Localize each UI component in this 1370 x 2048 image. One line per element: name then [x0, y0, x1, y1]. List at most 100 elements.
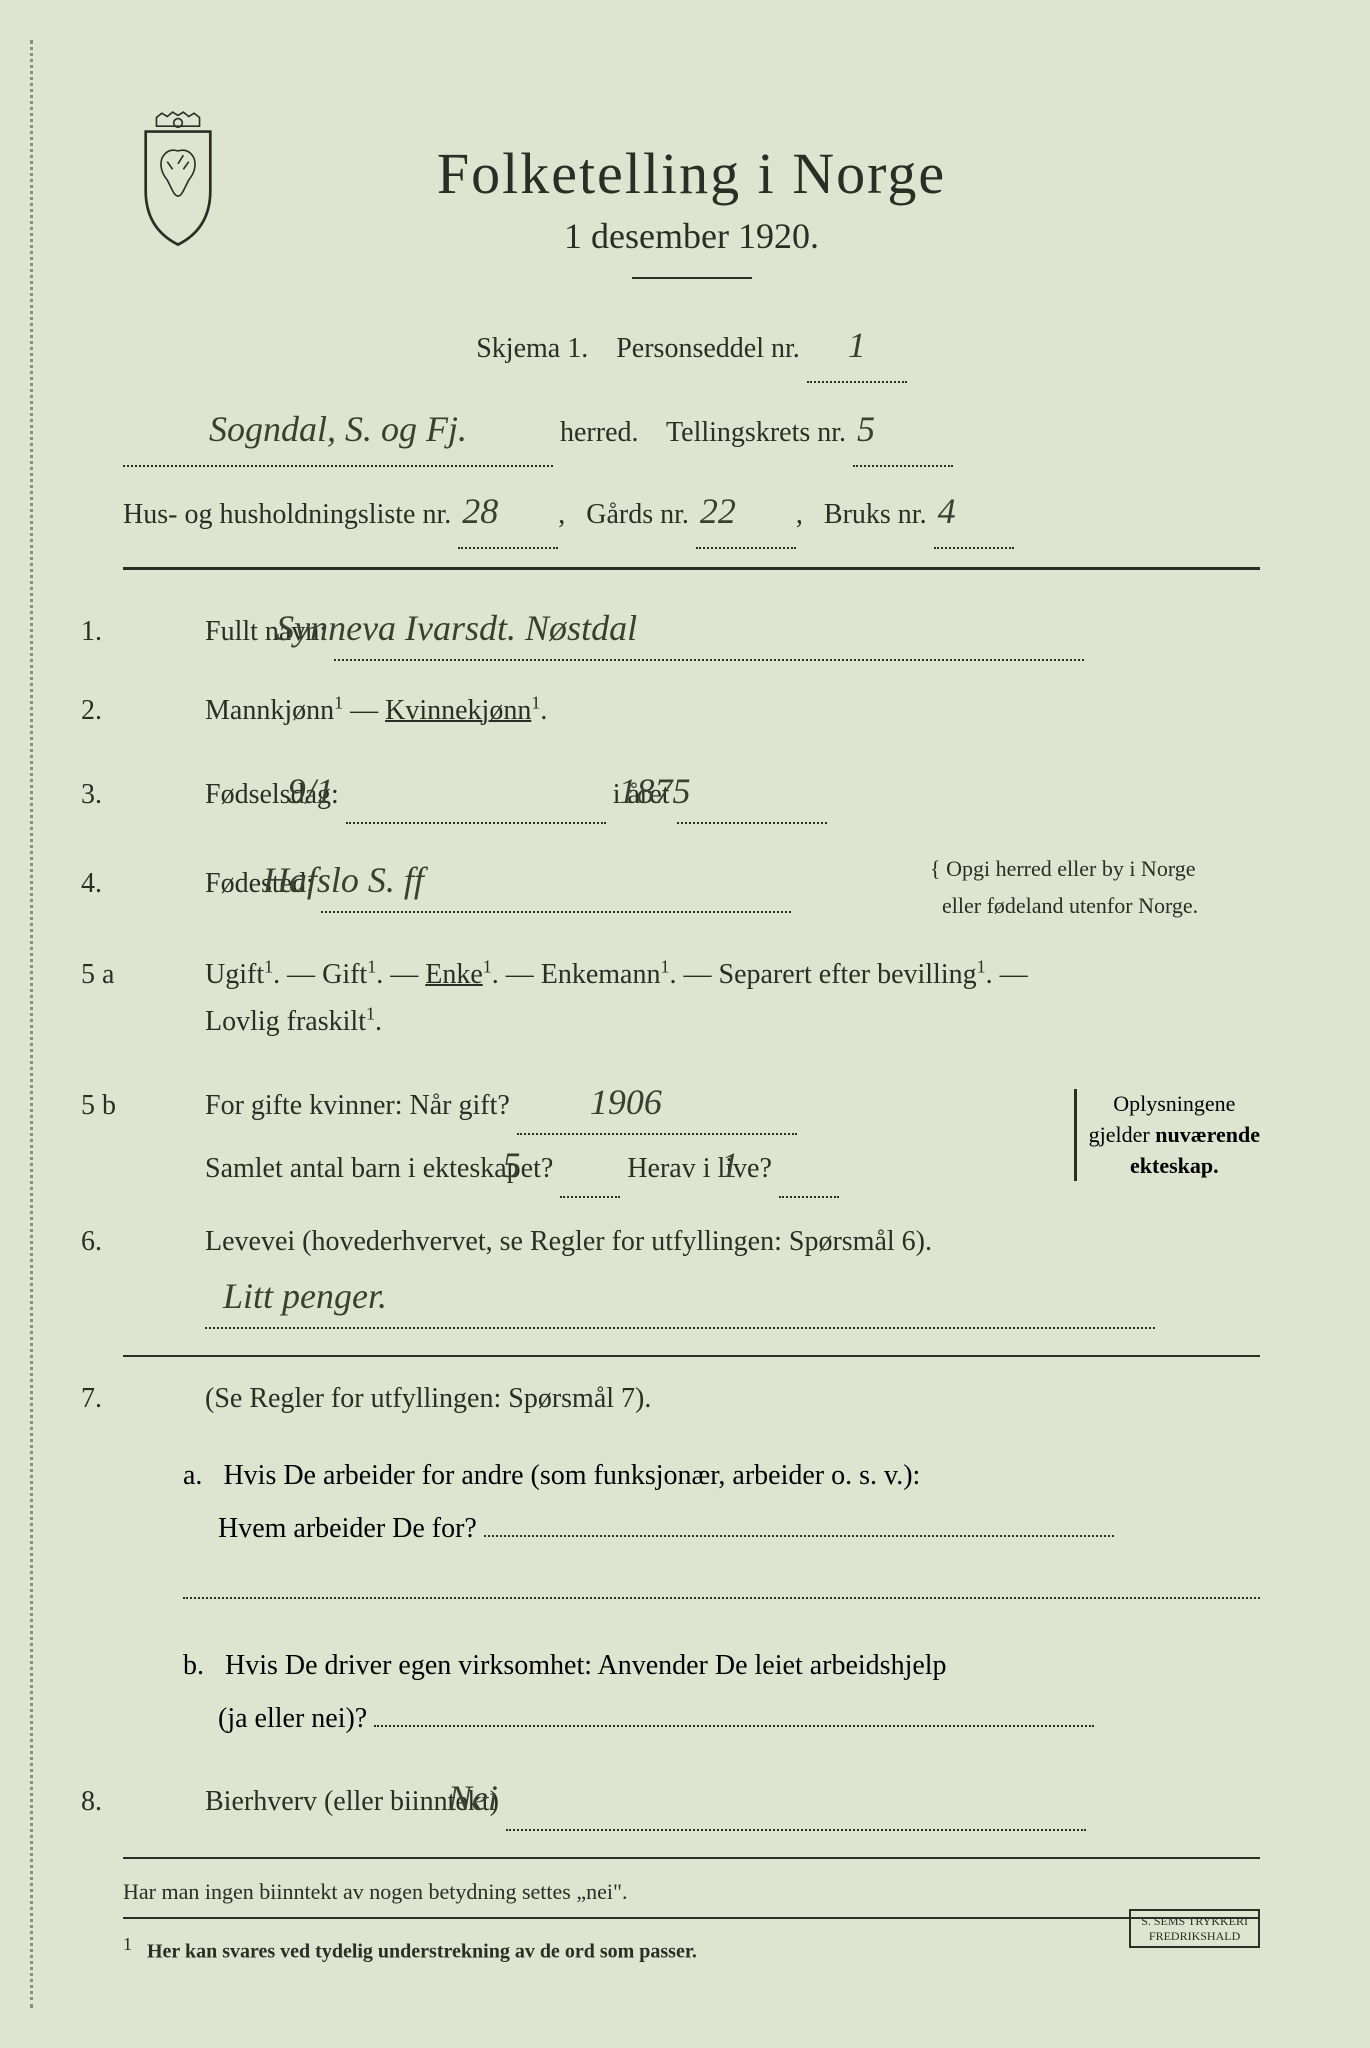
q5a-num: 5 a: [143, 951, 198, 999]
norway-coat-of-arms-icon: [123, 110, 233, 250]
q5a-d3: . —: [492, 959, 541, 990]
q7b-text: Hvis De driver egen virksomhet: Anvender…: [225, 1650, 947, 1681]
q5b-note2: gjelder nuværende: [1089, 1120, 1260, 1151]
footnote-divider: [123, 1917, 1260, 1919]
q5a-enkemann: Enkemann: [541, 959, 661, 990]
q4-note2: eller fødeland utenfor Norge.: [930, 887, 1260, 924]
q5a-marital: 5 a Ugift1. — Gift1. — Enke1. — Enkemann…: [185, 951, 1260, 1046]
q8-value: Nei: [506, 1768, 1086, 1831]
q7b-num: b.: [183, 1650, 204, 1681]
q5b-label1: For gifte kvinner: Når gift?: [205, 1090, 510, 1121]
q5a-s5: 1: [977, 956, 986, 976]
q1-num: 1.: [143, 608, 198, 656]
q5b-live: 1: [779, 1135, 839, 1198]
tellingskrets-nr: 5: [853, 393, 953, 467]
q2-dash: —: [343, 695, 385, 726]
q7-num: 7.: [143, 1375, 198, 1423]
mid-divider: [123, 1355, 1260, 1357]
census-form-document: Folketelling i Norge 1 desember 1920. Sk…: [30, 40, 1340, 2008]
q5a-s3: 1: [483, 956, 492, 976]
q5a-separert: Separert efter bevilling: [719, 959, 977, 990]
bruks-nr: 4: [934, 475, 1014, 549]
q8-secondary: 8. Bierhverv (eller biinntekt) Nei: [185, 1768, 1260, 1831]
q5a-d2: . —: [376, 959, 425, 990]
herred-value: Sogndal, S. og Fj.: [123, 393, 553, 467]
gaards-nr: 22: [696, 475, 796, 549]
q7b: b. Hvis De driver egen virksomhet: Anven…: [183, 1639, 1260, 1745]
q5b-barn: 5: [560, 1135, 620, 1198]
house-line: Hus- og husholdningsliste nr. 28, Gårds …: [123, 475, 1260, 549]
q5a-gift: Gift: [322, 959, 367, 990]
q3-birthdate: 3. Fødselsdag: 9/1 i året 1875: [185, 761, 1260, 824]
herred-line: Sogndal, S. og Fj. herred. Tellingskrets…: [123, 393, 1260, 467]
footer-divider: [123, 1857, 1260, 1859]
q5a-d4: . —: [670, 959, 719, 990]
header-divider: [632, 277, 752, 279]
section-divider: [123, 567, 1260, 570]
q3-day: 9/1: [346, 761, 606, 824]
footnote-rule-text: Her kan svares ved tydelig understreknin…: [147, 1940, 697, 1962]
q2-gender: 2. Mannkjønn1 — Kvinnekjønn1.: [185, 687, 1260, 735]
q8-num: 8.: [143, 1778, 198, 1826]
q5a-enke: Enke: [425, 959, 483, 990]
q4-birthplace: 4. Fødested: Hafslo S. ff { Opgi herred …: [185, 850, 1260, 925]
q3-num: 3.: [143, 771, 198, 819]
q2-period: .: [540, 695, 547, 726]
herred-label: herred.: [560, 417, 639, 448]
q6-label: Levevei (hovederhvervet, se Regler for u…: [205, 1226, 932, 1257]
q7a-q: Hvem arbeider De for?: [218, 1513, 477, 1544]
form-title: Folketelling i Norge: [123, 140, 1260, 207]
q4-num: 4.: [143, 860, 198, 908]
q2-sup2: 1: [531, 693, 540, 713]
q5b-label3: Herav i live?: [627, 1153, 772, 1184]
gaards-label: Gårds nr.: [586, 499, 689, 530]
q6-value: Litt penger.: [205, 1266, 1155, 1329]
q7a-text: Hvis De arbeider for andre (som funksjon…: [223, 1460, 920, 1491]
q7b-q: (ja eller nei)?: [218, 1703, 367, 1734]
footnote-nei: Har man ingen biinntekt av nogen betydni…: [123, 1879, 1260, 1905]
person-nr-value: 1: [807, 309, 907, 383]
husliste-label: Hus- og husholdningsliste nr.: [123, 499, 451, 530]
form-date: 1 desember 1920.: [123, 215, 1260, 257]
bruks-label: Bruks nr.: [824, 499, 927, 530]
q7: 7. (Se Regler for utfyllingen: Spørsmål …: [185, 1375, 1260, 1423]
q5a-d5: . —: [986, 959, 1028, 990]
q4-value: Hafslo S. ff: [321, 850, 791, 913]
q5a-s4: 1: [661, 956, 670, 976]
tellingskrets-label: Tellingskrets nr.: [666, 417, 846, 448]
q6-occupation: 6. Levevei (hovederhvervet, se Regler fo…: [185, 1218, 1260, 1329]
person-label: Personseddel nr.: [616, 333, 800, 364]
q1-value: Synneva Ivarsdt. Nøstdal: [334, 598, 1084, 661]
schema-label: Skjema 1.: [476, 333, 588, 364]
q2-mann: Mannkjønn: [205, 695, 334, 726]
q5a-p: .: [375, 1006, 382, 1037]
q5b-row: 5 b For gifte kvinner: Når gift? 1906 Sa…: [123, 1072, 1260, 1198]
q5b-year: 1906: [517, 1072, 797, 1135]
q5b-num: 5 b: [143, 1082, 198, 1130]
q5a-ugift: Ugift: [205, 959, 264, 990]
q2-num: 2.: [143, 687, 198, 735]
q4-note1: { Opgi herred eller by i Norge: [930, 850, 1260, 887]
q5a-fraskilt: Lovlig fraskilt: [205, 1006, 366, 1037]
q5a-s6: 1: [366, 1004, 375, 1024]
q5b-note1: Oplysningene: [1089, 1089, 1260, 1120]
q7b-blank: [374, 1725, 1094, 1727]
q5b-sidenote: Oplysningene gjelder nuværende ekteskap.: [1074, 1089, 1260, 1181]
q5a-s1: 1: [264, 956, 273, 976]
footnote-rule: 1 Her kan svares ved tydelig understrekn…: [123, 1934, 1260, 1964]
printer-mark: S. SEMS TRYKKERI FREDRIKSHALD: [1129, 1909, 1260, 1948]
q7-label: (Se Regler for utfyllingen: Spørsmål 7).: [205, 1383, 651, 1414]
q6-num: 6.: [143, 1218, 198, 1266]
q1-name: 1. Fullt navn: Synneva Ivarsdt. Nøstdal: [185, 598, 1260, 661]
schema-line: Skjema 1. Personseddel nr. 1: [123, 309, 1260, 383]
q2-sup1: 1: [334, 693, 343, 713]
q3-year: 1875: [677, 761, 827, 824]
q5a-s2: 1: [367, 956, 376, 976]
q7a: a. Hvis De arbeider for andre (som funks…: [183, 1449, 1260, 1618]
footnote-rule-num: 1: [123, 1934, 132, 1954]
q2-kvinne: Kvinnekjønn: [385, 695, 531, 726]
q7a-blank2: [183, 1563, 1260, 1599]
q5b-label2: Samlet antal barn i ekteskapet?: [205, 1153, 553, 1184]
q7a-blank: [484, 1535, 1114, 1537]
q7a-num: a.: [183, 1460, 202, 1491]
